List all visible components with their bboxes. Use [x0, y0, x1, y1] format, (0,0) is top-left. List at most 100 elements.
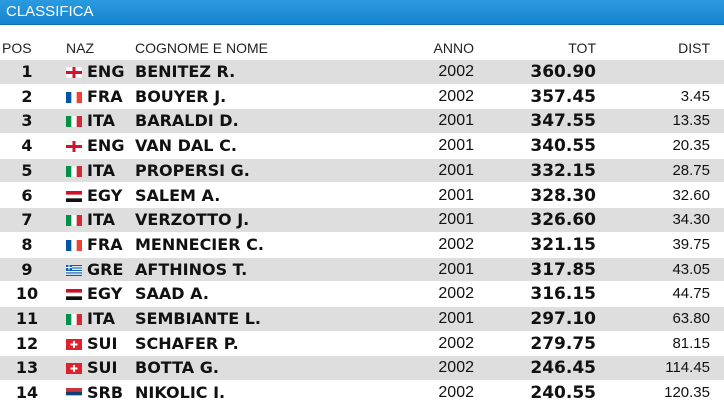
cell-nome: SALEM A. — [135, 185, 221, 205]
cell-anno: 2002 — [438, 87, 474, 105]
cell-tot: 332.15 — [530, 160, 596, 181]
cell-naz: ITA — [87, 210, 116, 230]
column-header: NAZ — [66, 40, 94, 56]
cell-tot: 326.60 — [530, 210, 596, 231]
cell-pos: 4 — [21, 136, 33, 156]
cell-pos: 9 — [21, 259, 33, 279]
cell-nome: BOUYER J. — [135, 86, 227, 106]
cell-naz: SUI — [87, 333, 118, 353]
cell-nome: SCHAFER P. — [135, 333, 239, 353]
table-row: 14 SRB NIKOLIC I. 2002 240.55 120.35 — [0, 381, 724, 405]
cell-tot: 279.75 — [530, 333, 596, 354]
title-bar: CLASSIFICA — [0, 0, 724, 25]
flag-icon — [66, 190, 82, 202]
cell-dist: 114.45 — [665, 359, 710, 377]
cell-nome: AFTHINOS T. — [135, 259, 248, 279]
cell-naz: ENG — [87, 136, 125, 156]
cell-naz: ITA — [87, 111, 116, 131]
flag-icon — [66, 165, 82, 177]
cell-naz: EGY — [87, 185, 123, 205]
cell-dist: 32.60 — [672, 186, 710, 204]
cell-anno: 2001 — [438, 137, 474, 155]
cell-nome: VERZOTTO J. — [135, 210, 250, 230]
table-row: 10 EGY SAAD A. 2002 316.15 44.75 — [0, 282, 724, 306]
cell-nome: BARALDI D. — [135, 111, 239, 131]
cell-pos: 5 — [21, 160, 33, 180]
cell-naz: EGY — [87, 284, 123, 304]
table-row: 1 ENG BENITEZ R. 2002 360.90 — [0, 60, 724, 84]
cell-pos: 6 — [21, 185, 33, 205]
flag-icon — [66, 289, 82, 301]
flag-icon — [66, 388, 82, 400]
cell-dist: 20.35 — [672, 137, 710, 155]
table-row: 2 FRA BOUYER J. 2002 357.45 3.45 — [0, 85, 724, 109]
cell-dist: 39.75 — [672, 235, 710, 253]
cell-anno: 2002 — [438, 63, 474, 80]
table-row: 12 SUI SCHAFER P. 2002 279.75 81.15 — [0, 332, 724, 356]
cell-anno: 2001 — [438, 161, 474, 179]
cell-naz: FRA — [87, 86, 123, 106]
cell-anno: 2002 — [438, 235, 474, 253]
table-row: 11 ITA SEMBIANTE L. 2001 297.10 63.80 — [0, 307, 724, 331]
cell-naz: GRE — [87, 259, 124, 279]
cell-dist: 28.75 — [672, 161, 710, 179]
cell-naz: SUI — [87, 358, 118, 378]
cell-anno: 2002 — [438, 359, 474, 377]
cell-nome: SEMBIANTE L. — [135, 309, 261, 328]
cell-naz: ITA — [87, 160, 116, 180]
cell-tot: 357.45 — [530, 86, 596, 107]
table-row: 4 ENG VAN DAL C. 2001 340.55 20.35 — [0, 134, 724, 158]
cell-nome: NIKOLIC I. — [135, 383, 226, 403]
flag-icon — [66, 116, 82, 128]
cell-dist: 3.45 — [680, 87, 710, 105]
cell-naz: FRA — [87, 234, 123, 254]
cell-anno: 2001 — [438, 310, 474, 327]
flag-icon — [66, 67, 82, 78]
cell-tot: 240.55 — [530, 383, 596, 404]
cell-anno: 2002 — [438, 384, 474, 402]
cell-pos: 8 — [21, 234, 33, 254]
cell-dist: 43.05 — [672, 260, 710, 278]
flag-icon — [66, 141, 82, 153]
cell-tot: 321.15 — [530, 234, 596, 255]
flag-icon — [66, 264, 82, 276]
cell-pos: 3 — [21, 111, 33, 131]
cell-dist: 44.75 — [672, 285, 710, 303]
cell-pos: 7 — [21, 210, 33, 230]
cell-dist: 63.80 — [672, 310, 710, 327]
cell-tot: 328.30 — [530, 185, 596, 206]
cell-anno: 2001 — [438, 211, 474, 229]
cell-nome: BOTTA G. — [135, 358, 219, 378]
cell-tot: 347.55 — [530, 111, 596, 132]
cell-dist: 34.30 — [672, 211, 710, 229]
table-row: 9 GRE AFTHINOS T. 2001 317.85 43.05 — [0, 257, 724, 282]
cell-tot: 316.15 — [530, 284, 596, 305]
cell-pos: 10 — [15, 284, 39, 304]
table-row: 7 ITA VERZOTTO J. 2001 326.60 34.30 — [0, 208, 724, 232]
cell-pos: 11 — [15, 309, 39, 328]
flag-icon — [66, 314, 82, 325]
cell-pos: 14 — [15, 383, 39, 403]
cell-anno: 2001 — [438, 112, 474, 130]
cell-pos: 13 — [15, 358, 39, 378]
cell-anno: 2002 — [438, 334, 474, 352]
flag-icon — [66, 215, 82, 227]
cell-tot: 297.10 — [530, 309, 596, 329]
cell-pos: 2 — [21, 86, 33, 106]
flag-icon — [66, 363, 82, 375]
cell-anno: 2001 — [438, 260, 474, 278]
table-row: 6 EGY SALEM A. 2001 328.30 32.60 — [0, 184, 724, 208]
cell-dist: 120.35 — [664, 384, 710, 402]
column-header: ANNO — [433, 40, 474, 56]
flag-icon — [66, 338, 82, 350]
table-row: 13 SUI BOTTA G. 2002 246.45 114.45 — [0, 356, 724, 380]
cell-anno: 2002 — [438, 285, 474, 303]
title: CLASSIFICA — [6, 3, 94, 20]
flag-icon — [66, 239, 82, 251]
cell-naz: ENG — [87, 62, 125, 81]
cell-nome: BENITEZ R. — [135, 62, 236, 81]
column-header: POS — [2, 40, 32, 56]
cell-dist: 13.35 — [672, 112, 710, 130]
flag-icon — [66, 91, 82, 103]
